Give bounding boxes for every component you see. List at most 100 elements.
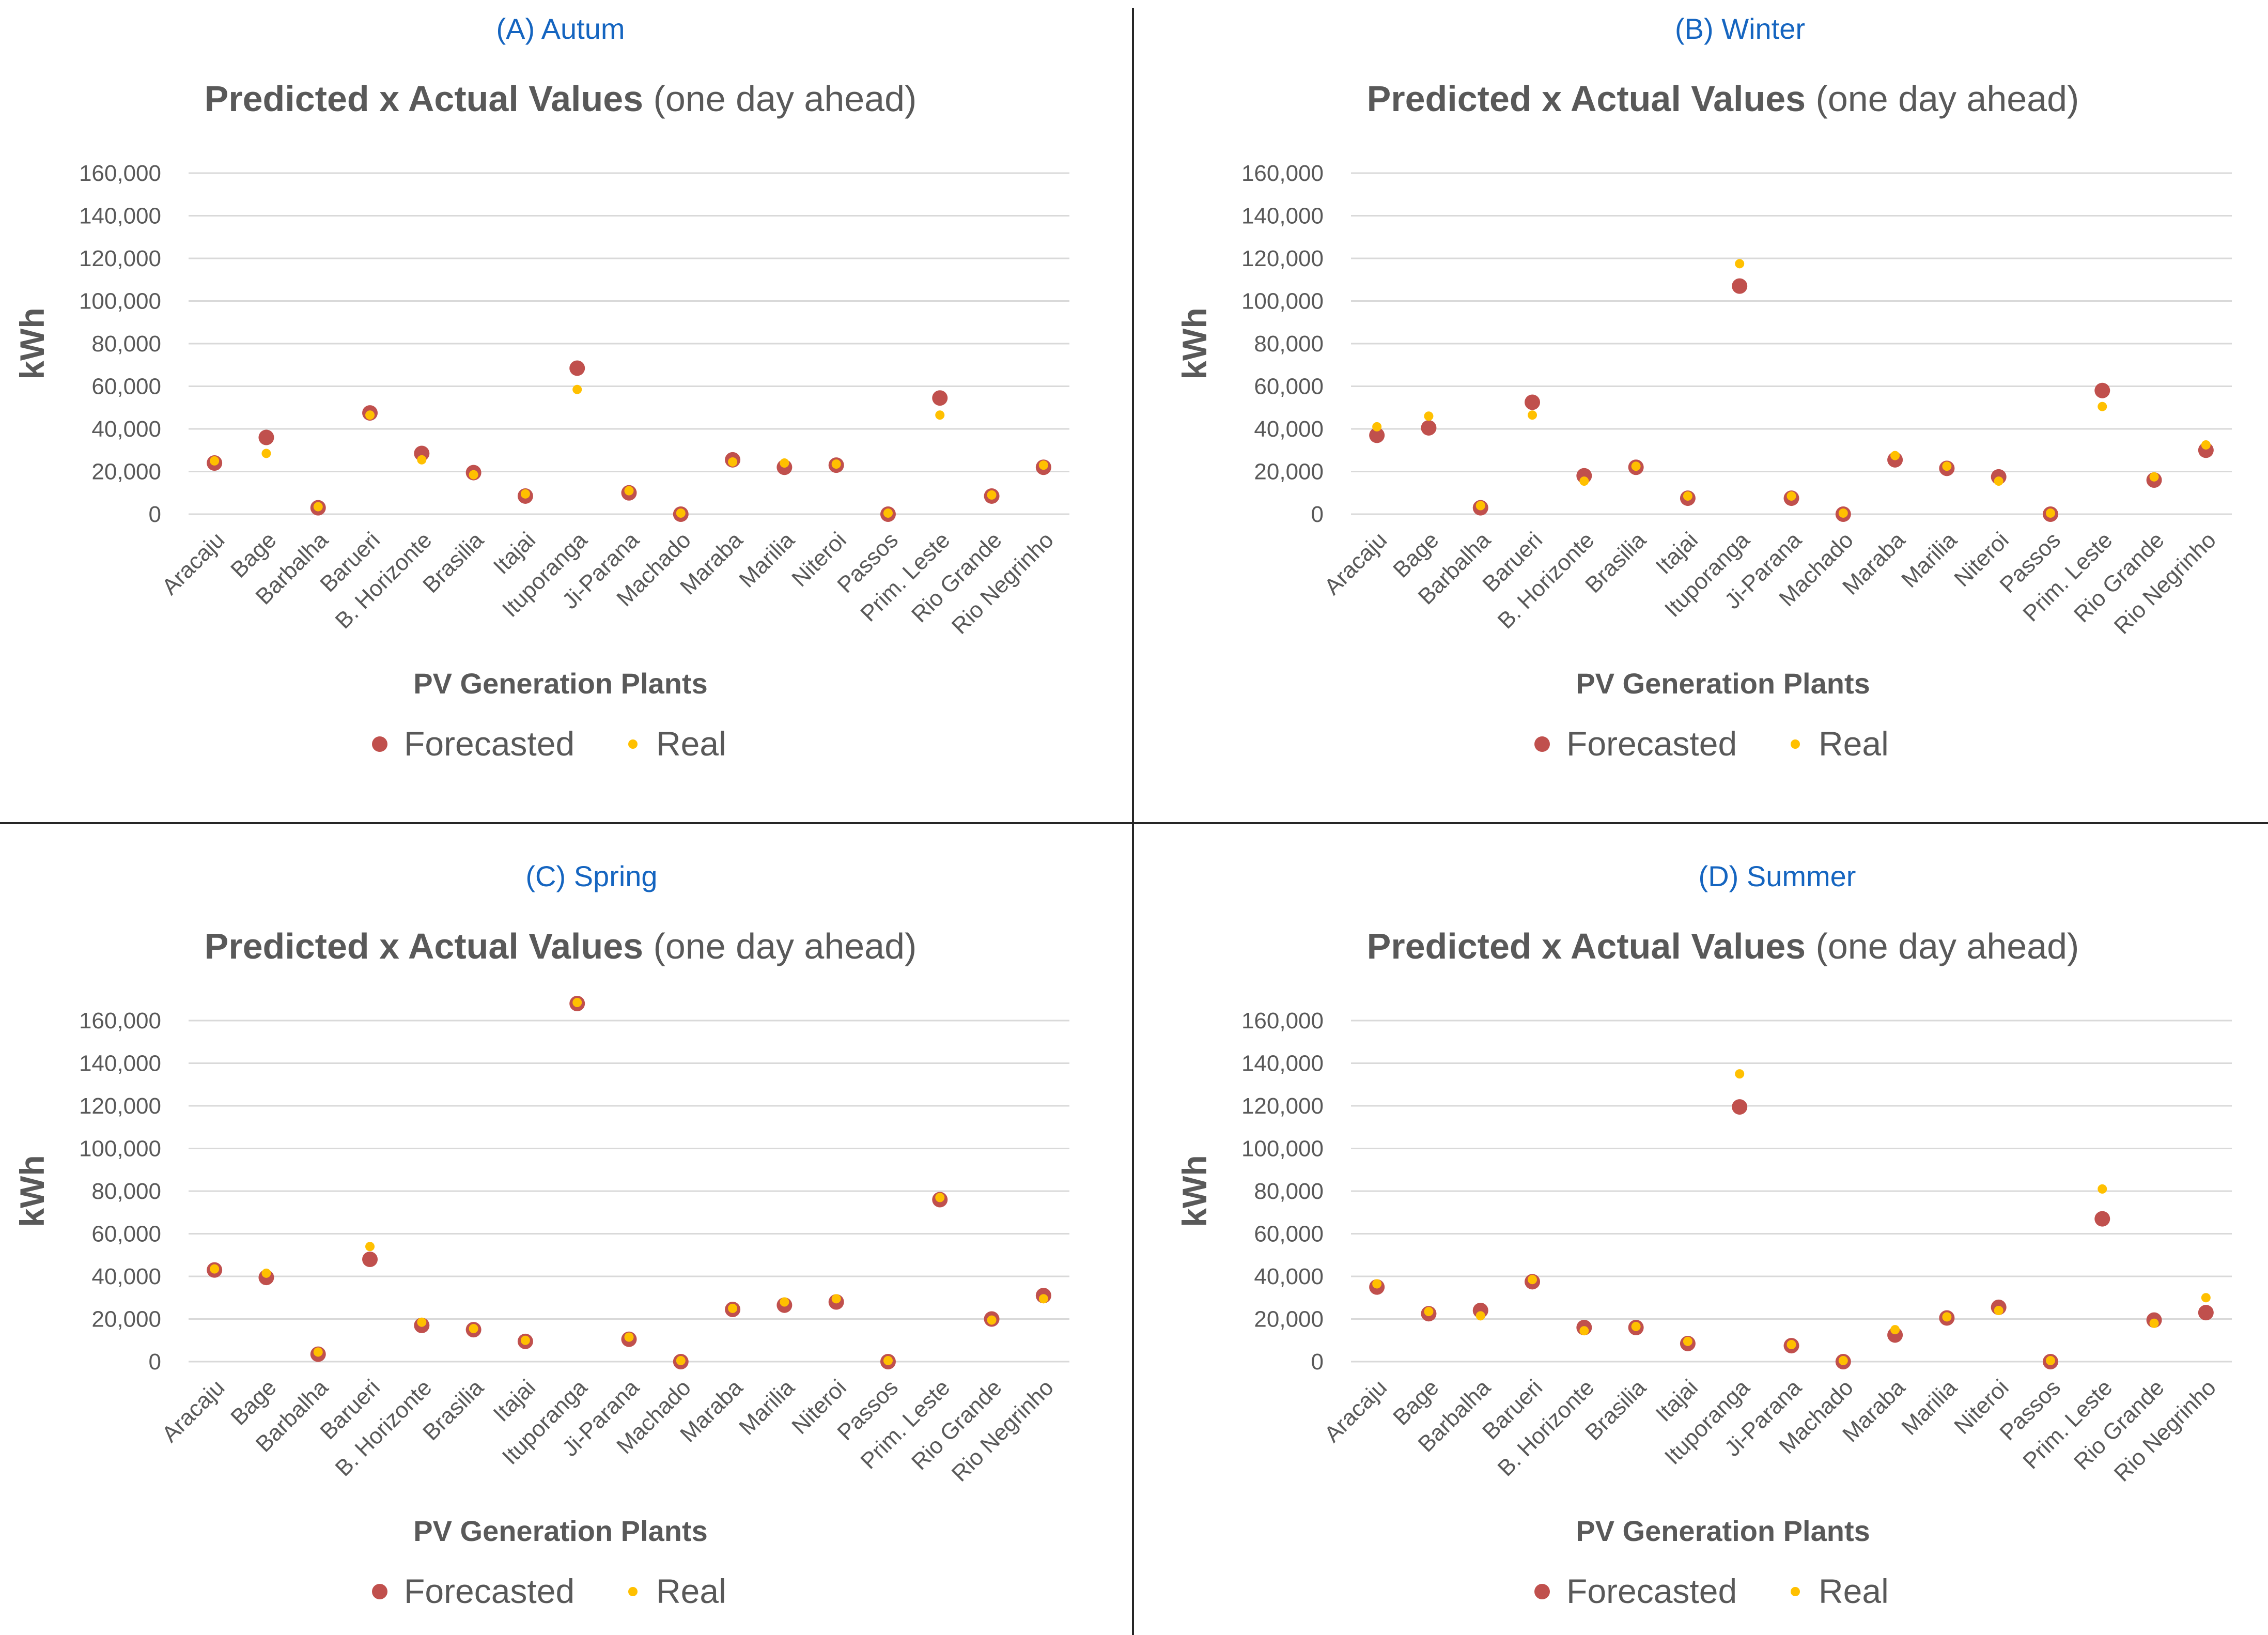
data-point-forecasted <box>2094 382 2110 398</box>
data-point-real <box>1942 1312 1952 1322</box>
data-point-real <box>1372 422 1382 431</box>
legend-label-real: Real <box>656 1572 726 1610</box>
data-point-real <box>2149 472 2159 482</box>
data-point-real <box>1579 476 1589 486</box>
data-point-real <box>1475 501 1485 511</box>
data-point-forecasted <box>1732 278 1748 294</box>
data-point-real <box>831 459 841 469</box>
chart-title-suffix: (one day ahead) <box>1806 79 2079 119</box>
y-tick-label: 20,000 <box>1254 459 1324 485</box>
y-tick-label: 0 <box>1311 1349 1324 1375</box>
y-axis-label: kWh <box>13 307 51 379</box>
x-axis-label: PV Generation Plants <box>1576 667 1870 700</box>
y-tick-label: 0 <box>149 1349 161 1375</box>
legend-marker-forecasted <box>372 736 387 752</box>
data-point-real <box>417 1317 427 1327</box>
data-point-real <box>210 456 220 466</box>
panel-label: (D) Summer <box>1699 860 1856 892</box>
data-point-real <box>572 384 582 394</box>
y-tick-label: 100,000 <box>1241 1136 1324 1162</box>
data-point-forecasted <box>362 1252 378 1267</box>
data-point-real <box>1683 1336 1692 1346</box>
x-tick-label: Marilia <box>734 527 800 593</box>
y-tick-label: 60,000 <box>91 374 161 399</box>
x-axis-label: PV Generation Plants <box>413 667 708 700</box>
data-point-forecasted <box>1421 420 1437 436</box>
y-tick-label: 60,000 <box>91 1222 161 1247</box>
y-tick-label: 20,000 <box>91 1307 161 1332</box>
panel-label: (B) Winter <box>1675 12 1805 45</box>
y-tick-label: 100,000 <box>1241 289 1324 314</box>
y-tick-label: 120,000 <box>79 1093 161 1119</box>
legend-marker-forecasted <box>1534 1584 1550 1599</box>
data-point-real <box>2201 440 2211 450</box>
data-point-real <box>2098 1184 2107 1194</box>
data-point-forecasted <box>1525 394 1541 410</box>
x-axis-label: PV Generation Plants <box>1576 1515 1870 1547</box>
data-point-real <box>1372 1279 1382 1289</box>
data-point-real <box>676 508 686 518</box>
data-point-real <box>780 458 789 468</box>
data-point-real <box>1038 1294 1048 1304</box>
data-point-real <box>210 1264 220 1274</box>
data-point-real <box>313 502 323 512</box>
data-point-real <box>313 1347 323 1357</box>
data-point-real <box>1994 476 2003 486</box>
data-point-real <box>728 1303 738 1313</box>
y-tick-label: 40,000 <box>1254 1264 1324 1289</box>
x-tick-label: Marilia <box>1897 1375 1962 1440</box>
x-tick-label: Marilia <box>734 1375 800 1440</box>
legend-marker-real <box>1791 1587 1800 1596</box>
y-axis-label: kWh <box>13 1155 51 1227</box>
data-point-real <box>2098 402 2107 411</box>
y-tick-label: 40,000 <box>91 417 161 442</box>
data-point-real <box>1038 460 1048 470</box>
y-tick-label: 100,000 <box>79 1136 161 1162</box>
legend-label-forecasted: Forecasted <box>1566 724 1737 763</box>
data-point-real <box>883 1355 893 1365</box>
data-point-real <box>520 1335 530 1345</box>
legend-label-real: Real <box>1819 1572 1889 1610</box>
data-point-real <box>1787 1340 1796 1349</box>
legend-marker-real <box>628 1587 638 1596</box>
y-tick-label: 80,000 <box>1254 331 1324 357</box>
y-tick-label: 160,000 <box>79 161 161 186</box>
data-point-forecasted <box>569 360 585 376</box>
data-point-real <box>1579 1326 1589 1336</box>
y-axis-label: kWh <box>1175 1155 1214 1227</box>
legend-label-real: Real <box>1819 724 1889 763</box>
y-tick-label: 40,000 <box>1254 417 1324 442</box>
y-tick-label: 60,000 <box>1254 374 1324 399</box>
y-tick-label: 80,000 <box>91 1179 161 1204</box>
y-tick-label: 20,000 <box>1254 1307 1324 1332</box>
data-point-real <box>1890 1325 1900 1335</box>
y-tick-label: 160,000 <box>1241 161 1324 186</box>
legend-marker-real <box>1791 739 1800 749</box>
data-point-real <box>2149 1318 2159 1328</box>
x-tick-label: Aracaju <box>157 1375 229 1447</box>
y-tick-label: 80,000 <box>91 331 161 357</box>
data-point-real <box>624 486 634 496</box>
chart-title-main: Predicted x Actual Values <box>1367 926 1806 966</box>
chart-title-main: Predicted x Actual Values <box>205 79 643 119</box>
chart-title: Predicted x Actual Values (one day ahead… <box>1367 79 2079 119</box>
panel-label: (A) Autum <box>496 12 625 45</box>
chart-title-main: Predicted x Actual Values <box>1367 79 1806 119</box>
chart-title: Predicted x Actual Values (one day ahead… <box>205 79 917 119</box>
y-tick-label: 120,000 <box>79 246 161 271</box>
y-tick-label: 140,000 <box>79 1051 161 1076</box>
data-point-real <box>1735 259 1745 269</box>
y-tick-label: 140,000 <box>79 204 161 229</box>
data-point-real <box>2045 1355 2055 1365</box>
data-point-real <box>2045 508 2055 518</box>
chart-title-suffix: (one day ahead) <box>643 79 916 119</box>
data-point-real <box>987 1315 997 1325</box>
data-point-real <box>883 508 893 518</box>
data-point-real <box>831 1294 841 1304</box>
chart-panels: (A) Autum Predicted x Actual Values (one … <box>13 12 2232 1610</box>
legend-label-forecasted: Forecasted <box>404 1572 574 1610</box>
chart-title: Predicted x Actual Values (one day ahead… <box>1367 926 2079 966</box>
chart-panel-3: (C) Spring Predicted x Actual Values (one… <box>13 860 1069 1610</box>
legend-label-forecasted: Forecasted <box>1566 1572 1737 1610</box>
x-axis-label: PV Generation Plants <box>413 1515 708 1547</box>
